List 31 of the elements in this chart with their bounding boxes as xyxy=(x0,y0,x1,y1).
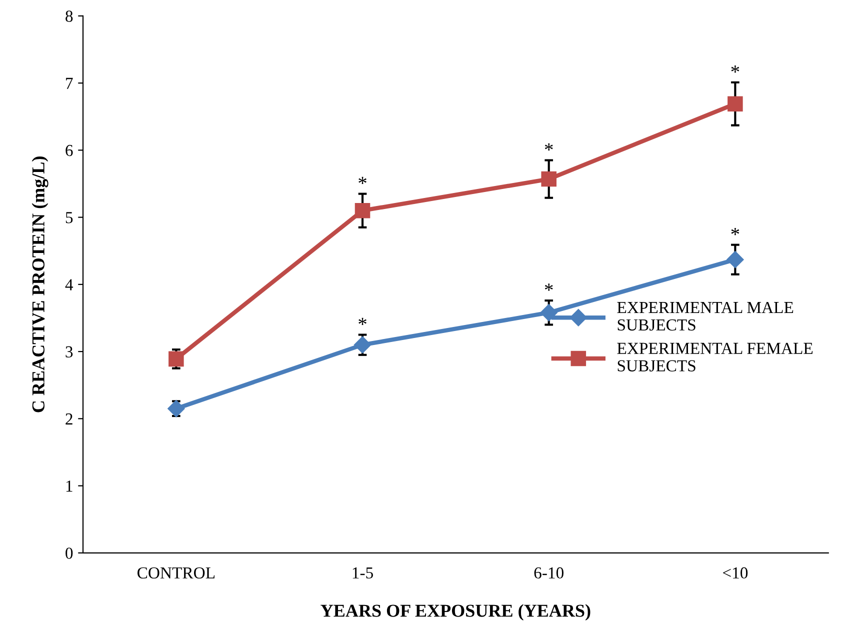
y-tick-label: 3 xyxy=(66,346,73,358)
y-tick-label: 8 xyxy=(66,10,73,22)
x-tick-label: 1-5 xyxy=(352,567,373,579)
y-tick-label: 0 xyxy=(66,548,73,559)
point xyxy=(541,171,556,187)
y-tick-label: 2 xyxy=(66,413,72,424)
y-tick-label: 7 xyxy=(66,78,73,89)
legend-label: EXPERIMENTAL FEMALE SUBJECTS xyxy=(617,342,813,372)
point xyxy=(728,96,743,112)
annotation: * xyxy=(358,318,366,326)
y-axis-title: C REACTIVE PROTEIN (mg/L) xyxy=(32,156,48,412)
y-tick-label: 6 xyxy=(66,144,73,156)
annotation: * xyxy=(731,228,740,236)
annotation: * xyxy=(544,284,553,291)
x-tick-label: <10 xyxy=(722,567,748,579)
y-tick-label: 4 xyxy=(65,279,74,290)
point xyxy=(726,251,744,268)
point xyxy=(168,400,185,418)
annotation: * xyxy=(358,176,366,184)
point xyxy=(540,304,558,322)
annotation: * xyxy=(544,143,553,150)
point xyxy=(354,336,372,354)
legend-label: EXPERIMENTAL MALE SUBJECTS xyxy=(617,302,794,331)
x-tick-label: 6-10 xyxy=(534,567,564,579)
y-tick-label: 1 xyxy=(66,480,72,492)
x-tick-label: CONTROL xyxy=(138,567,215,579)
point xyxy=(168,351,184,367)
y-tick-label: 5 xyxy=(66,212,73,224)
annotation: * xyxy=(731,66,740,73)
point xyxy=(354,202,370,218)
x-axis-title: YEARS OF EXPOSURE (YEARS) xyxy=(320,604,590,621)
